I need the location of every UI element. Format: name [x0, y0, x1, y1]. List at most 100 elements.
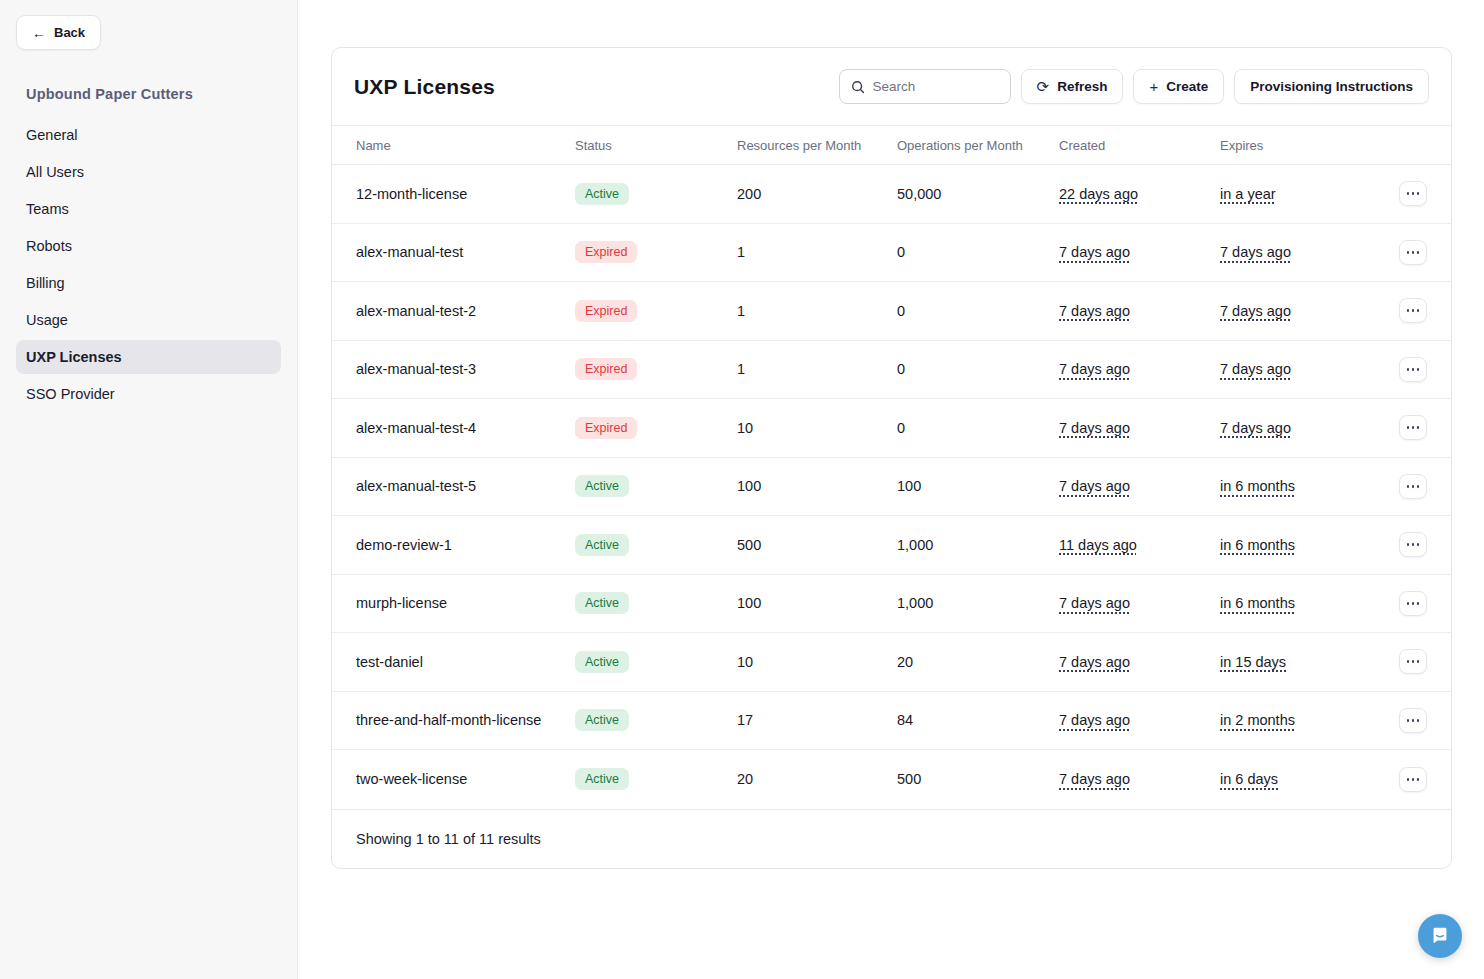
plus-icon: + — [1149, 79, 1158, 94]
table-row: alex-manual-test Expired 1 0 7 days ago … — [332, 224, 1451, 283]
table-body: 12-month-license Active 200 50,000 22 da… — [332, 165, 1451, 809]
expires-value[interactable]: in 6 months — [1220, 537, 1295, 553]
search-input[interactable] — [873, 79, 999, 94]
status-badge: Expired — [575, 300, 637, 322]
resources-per-month-value: 500 — [737, 537, 897, 553]
license-name: alex-manual-test-3 — [356, 361, 575, 377]
operations-per-month-value: 500 — [897, 771, 1059, 787]
table-row: 12-month-license Active 200 50,000 22 da… — [332, 165, 1451, 224]
operations-per-month-value: 1,000 — [897, 537, 1059, 553]
sidebar-item-usage[interactable]: Usage — [16, 303, 281, 337]
ellipsis-icon — [1407, 192, 1410, 195]
license-name: three-and-half-month-license — [356, 712, 575, 728]
created-value[interactable]: 7 days ago — [1059, 771, 1130, 787]
expires-value[interactable]: 7 days ago — [1220, 361, 1291, 377]
sidebar-item-uxp-licenses[interactable]: UXP Licenses — [16, 340, 281, 374]
license-name: two-week-license — [356, 771, 575, 787]
row-actions-button[interactable] — [1399, 240, 1427, 265]
sidebar-item-robots[interactable]: Robots — [16, 229, 281, 263]
back-button[interactable]: ← Back — [16, 15, 101, 50]
column-header-created: Created — [1059, 138, 1220, 153]
sidebar-item-label: Billing — [26, 275, 65, 291]
expires-value[interactable]: in 6 months — [1220, 478, 1295, 494]
provisioning-instructions-button[interactable]: Provisioning Instructions — [1234, 69, 1429, 104]
sidebar-item-teams[interactable]: Teams — [16, 192, 281, 226]
created-value[interactable]: 7 days ago — [1059, 595, 1130, 611]
ellipsis-icon — [1407, 309, 1410, 312]
refresh-button[interactable]: ⟳ Refresh — [1021, 69, 1124, 104]
sidebar-item-label: UXP Licenses — [26, 349, 122, 365]
sidebar-item-all-users[interactable]: All Users — [16, 155, 281, 189]
status-badge: Active — [575, 592, 629, 614]
expires-value[interactable]: 7 days ago — [1220, 303, 1291, 319]
sidebar-item-general[interactable]: General — [16, 118, 281, 152]
license-name: murph-license — [356, 595, 575, 611]
created-value[interactable]: 7 days ago — [1059, 478, 1130, 494]
row-actions-button[interactable] — [1399, 474, 1427, 499]
chat-bubble-icon — [1429, 925, 1451, 947]
column-header-operations: Operations per Month — [897, 138, 1059, 153]
expires-value[interactable]: 7 days ago — [1220, 420, 1291, 436]
created-value[interactable]: 7 days ago — [1059, 420, 1130, 436]
status-badge: Expired — [575, 358, 637, 380]
refresh-icon: ⟳ — [1037, 79, 1050, 94]
resources-per-month-value: 100 — [737, 478, 897, 494]
row-actions-button[interactable] — [1399, 181, 1427, 206]
operations-per-month-value: 84 — [897, 712, 1059, 728]
ellipsis-icon — [1407, 251, 1410, 254]
sidebar-item-billing[interactable]: Billing — [16, 266, 281, 300]
create-button[interactable]: + Create — [1133, 69, 1224, 104]
column-header-expires: Expires — [1220, 138, 1392, 153]
resources-per-month-value: 1 — [737, 303, 897, 319]
expires-value[interactable]: in 15 days — [1220, 654, 1286, 670]
created-value[interactable]: 7 days ago — [1059, 654, 1130, 670]
back-button-label: Back — [54, 25, 85, 40]
row-actions-button[interactable] — [1399, 298, 1427, 323]
row-actions-button[interactable] — [1399, 532, 1427, 557]
license-name: alex-manual-test-4 — [356, 420, 575, 436]
status-badge: Active — [575, 534, 629, 556]
expires-value[interactable]: in a year — [1220, 186, 1276, 202]
card-header: UXP Licenses ⟳ Refresh + Create — [332, 48, 1451, 125]
row-actions-button[interactable] — [1399, 591, 1427, 616]
expires-value[interactable]: in 6 months — [1220, 595, 1295, 611]
ellipsis-icon — [1407, 426, 1410, 429]
header-controls: ⟳ Refresh + Create Provisioning Instruct… — [839, 69, 1429, 104]
created-value[interactable]: 7 days ago — [1059, 244, 1130, 260]
resources-per-month-value: 20 — [737, 771, 897, 787]
table-header-row: Name Status Resources per Month Operatio… — [332, 125, 1451, 165]
ellipsis-icon — [1407, 543, 1410, 546]
ellipsis-icon — [1407, 660, 1410, 663]
resources-per-month-value: 10 — [737, 420, 897, 436]
status-badge: Active — [575, 475, 629, 497]
search-box[interactable] — [839, 69, 1011, 104]
row-actions-button[interactable] — [1399, 649, 1427, 674]
operations-per-month-value: 0 — [897, 420, 1059, 436]
sidebar-nav: General All Users Teams Robots Billing U… — [16, 118, 281, 411]
license-name: demo-review-1 — [356, 537, 575, 553]
expires-value[interactable]: in 2 months — [1220, 712, 1295, 728]
sidebar-item-sso-provider[interactable]: SSO Provider — [16, 377, 281, 411]
row-actions-button[interactable] — [1399, 415, 1427, 440]
operations-per-month-value: 0 — [897, 244, 1059, 260]
column-header-status: Status — [575, 138, 737, 153]
row-actions-button[interactable] — [1399, 708, 1427, 733]
expires-value[interactable]: 7 days ago — [1220, 244, 1291, 260]
operations-per-month-value: 1,000 — [897, 595, 1059, 611]
created-value[interactable]: 7 days ago — [1059, 303, 1130, 319]
created-value[interactable]: 11 days ago — [1059, 537, 1137, 553]
table-row: alex-manual-test-2 Expired 1 0 7 days ag… — [332, 282, 1451, 341]
resources-per-month-value: 100 — [737, 595, 897, 611]
created-value[interactable]: 7 days ago — [1059, 712, 1130, 728]
table-row: demo-review-1 Active 500 1,000 11 days a… — [332, 516, 1451, 575]
created-value[interactable]: 7 days ago — [1059, 361, 1130, 377]
chat-launcher-button[interactable] — [1418, 914, 1462, 958]
row-actions-button[interactable] — [1399, 767, 1427, 792]
resources-per-month-value: 1 — [737, 361, 897, 377]
created-value[interactable]: 22 days ago — [1059, 186, 1138, 202]
expires-value[interactable]: in 6 days — [1220, 771, 1278, 787]
row-actions-button[interactable] — [1399, 357, 1427, 382]
table-row: two-week-license Active 20 500 7 days ag… — [332, 750, 1451, 809]
table-row: murph-license Active 100 1,000 7 days ag… — [332, 575, 1451, 634]
sidebar-item-label: All Users — [26, 164, 84, 180]
